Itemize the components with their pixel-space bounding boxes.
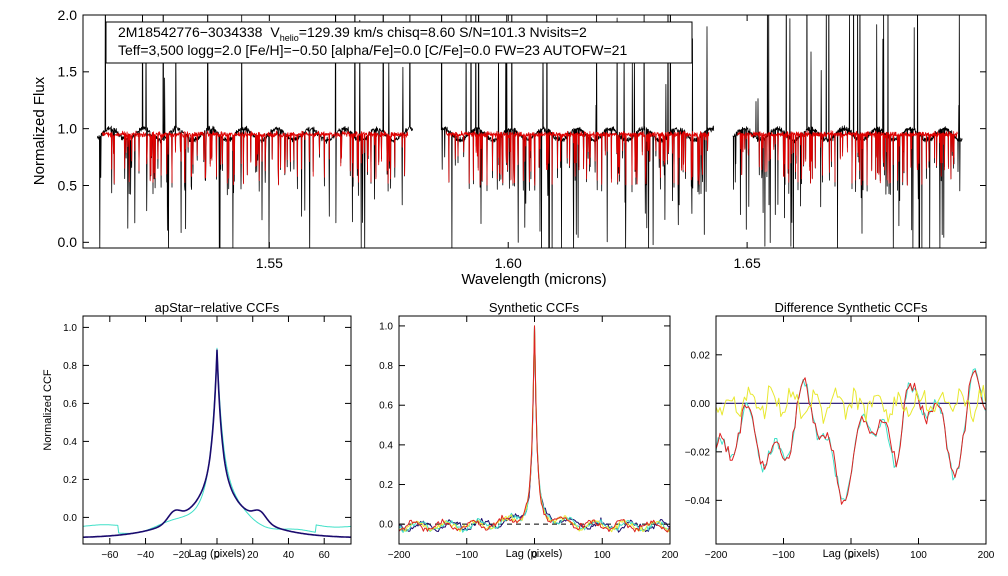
info-vhelio-rest: =129.39 km/s chisq=8.60 S/N=101.3 Nvisit… <box>299 24 587 40</box>
apstar-ccf-x-tick-label: −40 <box>137 550 154 561</box>
apstar-ccf-y-tick-label: 0.6 <box>63 399 77 410</box>
spectrum-info-box <box>105 21 693 64</box>
apstar-ccf-ticks: −60 −40 −20 0 20 40 60 0.0 0.2 0.4 0.6 0.8 1.0 <box>63 316 351 561</box>
synthetic-ccf-lines <box>398 325 671 533</box>
spectrum-x-tick-label: 1.55 <box>256 255 283 271</box>
apstar-ccf-visit1-line <box>83 349 351 539</box>
synthetic-ccf-visit-1-line <box>398 325 671 533</box>
apstar-ccf-x-tick-label: −20 <box>173 550 190 561</box>
synthetic-ccf-ticks: −200 −100 0 100 200 0.0 0.2 0.4 0.6 0.8 1.0 <box>379 316 679 561</box>
difference-ccf-x-label: Lag (pixels) <box>823 548 880 560</box>
apstar-ccf-title: apStar−relative CCFs <box>155 300 280 315</box>
synthetic-ccf-y-tick-label: 0.2 <box>379 480 393 491</box>
apstar-ccf-x-label: Lag (pixels) <box>189 548 246 560</box>
difference-ccf-ticks: −200 −100 0 100 200 −0.04 −0.02 0.00 0.02 <box>685 316 995 561</box>
spectrum-frame <box>82 14 987 249</box>
apstar-ccf-visit2-line <box>82 347 352 534</box>
apstar-ccf-x-tick-label: 40 <box>283 550 295 561</box>
difference-ccf-y-tick-label: −0.04 <box>685 496 711 507</box>
difference-ccf-lines <box>715 368 986 505</box>
apstar-ccf-y-tick-label: 0.4 <box>63 437 77 448</box>
info-vhelio-symbol: V <box>270 24 280 40</box>
apstar-ccf-panel: apStar−relative CCFs −60 −40 −20 0 20 40 60 0.0… <box>42 300 352 561</box>
synthetic-ccf-title: Synthetic CCFs <box>489 300 580 315</box>
difference-ccf-panel: Difference Synthetic CCFs −200 −100 0 100 20… <box>685 300 995 561</box>
model-flux-line <box>737 130 958 186</box>
difference-ccf-x-tick-label: −100 <box>772 550 795 561</box>
spectrum-x-tick-label: 1.60 <box>495 255 522 271</box>
spectrum-y-label: Normalized Flux <box>31 76 48 185</box>
model-flux-line <box>101 130 409 186</box>
spectrum-y-tick-label: 2.0 <box>58 7 78 23</box>
synthetic-ccf-visit-2-line <box>398 325 671 533</box>
spectrum-y-tick-label: 0.0 <box>58 234 78 250</box>
difference-ccf-y-tick-label: 0.00 <box>691 399 711 410</box>
observed-flux-line <box>96 15 414 248</box>
synthetic-ccf-x-label: Lag (pixels) <box>506 548 563 560</box>
info-star-id: 2M18542776−3034338 <box>118 24 263 40</box>
spectrum-lines <box>96 15 963 248</box>
apstar-ccf-x-tick-label: 0 <box>214 550 220 561</box>
apstar-ccf-y-tick-label: 0.2 <box>63 475 77 486</box>
spectrum-info-line1: 2M18542776−3034338 Vhelio=129.39 km/s chi… <box>118 24 587 43</box>
difference-ccf-visit-2-line <box>715 384 986 424</box>
synthetic-ccf-combined-line <box>398 325 671 533</box>
synthetic-ccf-y-tick-label: 0.4 <box>379 440 393 451</box>
difference-ccf-x-tick-label: −200 <box>705 550 728 561</box>
spectrum-y-tick-label: 0.5 <box>58 177 78 193</box>
synthetic-ccf-panel: Synthetic CCFs −200 −100 0 100 200 0.0 0.2 0.4 0… <box>379 300 679 561</box>
apstar-ccf-y-tick-label: 0.8 <box>63 361 77 372</box>
synthetic-ccf-y-tick-label: 1.0 <box>379 321 393 332</box>
spectrum-x-label: Wavelength (microns) <box>461 271 606 288</box>
apstar-ccf-x-tick-label: −60 <box>101 550 118 561</box>
difference-ccf-y-tick-label: 0.02 <box>691 350 711 361</box>
apstar-ccf-x-tick-label: 60 <box>319 550 331 561</box>
model-flux-line <box>445 130 710 186</box>
synthetic-ccf-x-tick-label: −100 <box>455 550 478 561</box>
apstar-ccf-lines <box>82 347 352 539</box>
difference-ccf-visit-1-line <box>715 368 986 502</box>
synthetic-ccf-y-tick-label: 0.0 <box>379 520 393 531</box>
difference-ccf-title: Difference Synthetic CCFs <box>775 300 928 315</box>
apstar-ccf-y-tick-label: 0.0 <box>63 513 77 524</box>
difference-ccf-x-tick-label: 100 <box>910 550 927 561</box>
synthetic-ccf-y-tick-label: 0.6 <box>379 401 393 412</box>
apstar-ccf-y-label: Normalized CCF <box>42 369 54 451</box>
synthetic-ccf-x-tick-label: 100 <box>594 550 611 561</box>
info-vhelio-sub: helio <box>280 33 299 43</box>
synthetic-ccf-x-tick-label: 200 <box>662 550 679 561</box>
spectrum-y-tick-label: 1.5 <box>58 64 78 80</box>
difference-ccf-y-tick-label: −0.02 <box>685 447 711 458</box>
synthetic-ccf-x-tick-label: 0 <box>532 550 538 561</box>
spectrum-x-tick-label: 1.65 <box>733 255 760 271</box>
synthetic-ccf-visit-3-line <box>398 325 671 533</box>
apstar-ccf-y-tick-label: 1.0 <box>63 323 77 334</box>
difference-ccf-visit-3-line <box>715 370 986 505</box>
spectrum-ticks: 1.55 1.60 1.65 0.0 0.5 1.0 1.5 2.0 <box>58 7 986 271</box>
spectrum-info-line2: Teff=3,500 logg=2.0 [Fe/H]=−0.50 [alpha/… <box>118 42 627 58</box>
synthetic-ccf-x-tick-label: −200 <box>388 550 411 561</box>
difference-ccf-x-tick-label: 200 <box>978 550 995 561</box>
difference-ccf-x-tick-label: 0 <box>848 550 854 561</box>
spectrum-y-tick-label: 1.0 <box>58 121 78 137</box>
spectrum-panel: 1.55 1.60 1.65 0.0 0.5 1.0 1.5 2.0 2M18542776−3… <box>31 7 987 288</box>
synthetic-ccf-y-tick-label: 0.8 <box>379 361 393 372</box>
observed-flux-line <box>732 15 963 248</box>
apstar-ccf-x-tick-label: 20 <box>247 550 259 561</box>
